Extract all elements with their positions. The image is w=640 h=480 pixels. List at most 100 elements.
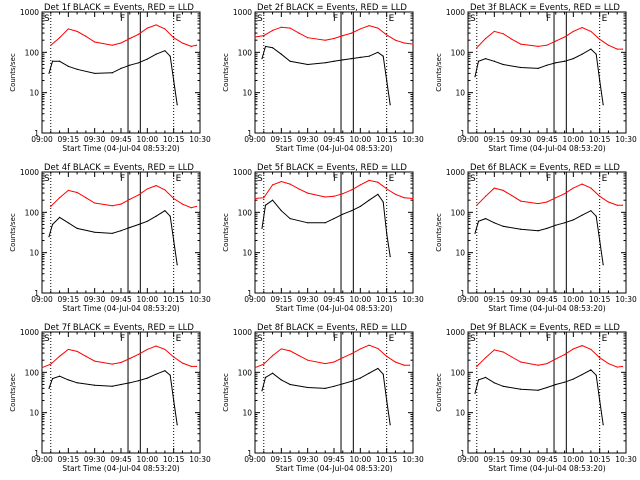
events-data-point [595,53,597,55]
marker-label-s: S [44,174,50,184]
lld-data-point [394,193,397,195]
lld-data-point [50,44,52,46]
lld-rate-line [476,183,623,206]
panel-title: Det 5f BLACK = Events, RED = LLD [257,163,407,173]
lld-data-point [173,197,175,200]
events-data-point [289,60,291,62]
y-tick-label: 1 [460,129,465,138]
lld-data-point [476,365,478,368]
x-tick-label: 09:30 [510,295,532,304]
lld-data-point [555,40,557,42]
x-axis-label: Start Time (04-Jul-04 08:53:20) [62,144,179,153]
lld-rate-line [50,185,197,209]
lld-data-point [129,357,131,360]
lld-data-point [190,365,192,368]
y-tick-label: 1 [460,449,465,458]
events-data-point [307,222,309,224]
lld-data-point [563,36,566,38]
y-tick-label: 100 [451,368,466,377]
events-data-point [176,264,178,266]
lld-data-point [386,355,388,357]
lld-data-point [298,354,300,357]
events-data-point [58,375,61,377]
x-tick-label: 10:30 [402,295,424,304]
lld-data-point [546,201,548,203]
x-tick-label: 10:00 [350,135,372,144]
lld-data-point [94,202,96,204]
events-data-point [493,60,495,62]
marker-label-e: E [389,334,395,344]
events-data-point [502,225,504,227]
marker-label-s: S [44,14,50,24]
x-tick-label: 09:45 [323,135,345,144]
marker-label-s: S [257,174,263,184]
events-data-point [359,205,361,208]
lld-data-point [563,354,566,356]
events-data-point [602,264,604,266]
events-data-point [324,222,326,224]
lld-data-point [280,348,282,350]
events-data-point [581,53,583,55]
events-data-point [537,230,539,232]
events-data-point [368,55,370,57]
lld-data-point [289,183,291,185]
lld-data-point [412,197,414,200]
lld-data-point [254,36,256,38]
events-data-point [111,72,113,74]
lld-data-point [137,353,140,355]
events-data-point [333,60,335,62]
y-axis-label: Counts/sec [435,53,443,92]
events-data-point [382,201,384,203]
events-data-point [368,199,370,201]
lld-data-point [155,185,157,187]
events-data-point [129,382,131,384]
lld-data-point [58,37,61,39]
events-data-point [129,64,131,66]
marker-label-s: S [257,334,263,344]
panel-title: Det 4f BLACK = Events, RED = LLD [44,163,194,173]
lld-data-point [493,349,495,351]
marker-label-f: F [333,174,338,184]
x-tick-label: 10:00 [137,295,159,304]
events-data-point [67,222,69,224]
events-data-point [333,385,335,387]
x-tick-label: 09:45 [110,455,132,464]
y-axis-label: Counts/sec [9,213,17,252]
y-tick-label: 1000 [20,8,39,17]
y-tick-label: 1000 [446,168,465,177]
x-tick-label: 09:45 [110,135,132,144]
events-data-point [146,58,148,60]
lld-data-point [342,34,344,37]
events-data-point [590,210,592,212]
lld-data-point [555,197,557,199]
y-tick-label: 100 [25,368,40,377]
lld-data-point [190,207,192,209]
y-tick-label: 100 [238,48,253,57]
marker-label-s: S [44,334,50,344]
events-data-point [389,104,391,106]
marker-label-s: S [470,174,476,184]
events-data-point [307,63,309,66]
lld-data-point [350,353,353,355]
lld-data-point [289,27,291,29]
events-data-point [164,50,166,52]
events-data-point [58,60,61,62]
plot-frame [41,171,201,294]
lld-data-point [607,362,610,365]
detector-panel-9: Det 9f BLACK = Events, RED = LLD 1 10 100 10… [435,323,637,473]
y-tick-label: 1000 [233,328,252,337]
x-axis-label: Start Time (04-Jul-04 08:53:20) [275,464,392,473]
events-data-point [599,399,601,402]
events-data-point [350,57,353,60]
marker-label-s: S [257,14,263,24]
events-data-point [477,379,480,381]
events-data-point [51,60,54,62]
events-data-point [176,104,178,106]
y-axis-label: Counts/sec [435,373,443,412]
plot-frame [41,331,201,454]
lld-data-point [298,32,300,34]
events-data-point [307,386,309,389]
lld-data-point [324,196,326,198]
plot-frame [41,11,201,134]
lld-data-point [590,187,592,189]
